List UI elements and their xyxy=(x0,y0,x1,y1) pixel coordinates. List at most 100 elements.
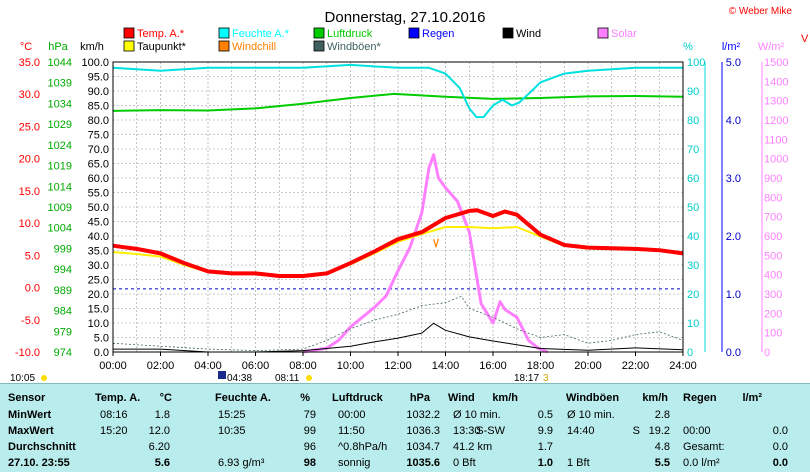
series-temp-a xyxy=(112,208,684,278)
stats-cell: Gesamt: xyxy=(683,441,725,453)
series-solar xyxy=(302,153,549,354)
stats-cell: Windböen xyxy=(566,392,620,404)
x-tick-label: 04:00 xyxy=(194,360,222,372)
legend-label: Luftdruck xyxy=(327,28,373,40)
legend-label: Wind xyxy=(516,28,541,40)
stats-cell: sonnig xyxy=(338,457,371,469)
humidity-tick-label: 40 xyxy=(687,231,699,243)
wind-tick-label: 15.0 xyxy=(88,304,109,316)
stats-cell: 1032.2 xyxy=(406,409,440,421)
stats-cell: % xyxy=(300,392,310,404)
wind-tick-label: 20.0 xyxy=(88,289,109,301)
stats-cell: 00:00 xyxy=(683,425,711,437)
temp-unit-label: °C xyxy=(20,41,32,53)
wind-tick-label: 100.0 xyxy=(81,57,109,69)
wind-tick-label: 65.0 xyxy=(88,159,109,171)
moon-icon xyxy=(218,371,226,379)
temp-tick-label: 5.0 xyxy=(25,250,40,262)
grid xyxy=(113,61,683,353)
x-tick-label: 18:00 xyxy=(527,360,555,372)
rain-tick-label: 3.0 xyxy=(726,173,741,185)
humidity-tick-label: 60 xyxy=(687,173,699,185)
axis-unit-labels: °C hPa km/h % l/m² W/m² xyxy=(20,41,785,53)
stats-cell: ^0.8hPa/h xyxy=(338,441,388,453)
temp-tick-label: 30.0 xyxy=(19,89,40,101)
x-tick-label: 12:00 xyxy=(384,360,412,372)
stats-cell: 1.8 xyxy=(154,409,170,421)
legend: Temp. A.* Feuchte A.* Luftdruck Regen Wind So… xyxy=(123,27,809,53)
legend-swatch xyxy=(218,27,230,39)
pressure-tick-label: 1034 xyxy=(48,98,72,110)
solar-unit-label: W/m² xyxy=(758,41,785,53)
stats-cell: 1.7 xyxy=(537,441,553,453)
wind-tick-label: 25.0 xyxy=(88,275,109,287)
stats-cell: 41.2 km xyxy=(453,441,493,453)
stats-row: MinWert 08:16 1.8 15:25 79 00:00 1032.2 Ø 10 mi… xyxy=(0,407,810,424)
sunset-label: 18:17 xyxy=(514,373,539,383)
legend-label: Taupunkt* xyxy=(137,41,187,53)
stats-cell: Durchschnitt xyxy=(8,441,76,453)
solar-tick-label: 800 xyxy=(764,192,782,204)
legend-swatch xyxy=(218,40,230,52)
chart-title: Donnerstag, 27.10.2016 xyxy=(325,9,486,26)
pressure-tick-label: 1009 xyxy=(48,202,72,214)
solar-tick-label: 100 xyxy=(764,328,782,340)
humidity-tick-label: 80 xyxy=(687,115,699,127)
humidity-tick-label: 50 xyxy=(687,202,699,214)
legend-swatch xyxy=(313,27,325,39)
wind-tick-label: 40.0 xyxy=(88,231,109,243)
sun-moon-markers: 10:05 04:38 08:11 18:17 3 xyxy=(10,371,549,383)
stats-cell: 15:25 xyxy=(218,409,246,421)
stats-cell: Luftdruck xyxy=(332,392,383,404)
pressure-tick-label: 984 xyxy=(54,306,72,318)
temp-tick-label: -5.0 xyxy=(21,315,40,327)
solar-tick-label: 500 xyxy=(764,250,782,262)
series xyxy=(112,63,684,354)
rain-unit-label: l/m² xyxy=(722,41,741,53)
stats-cell: MinWert xyxy=(8,409,52,421)
x-tick-label: 00:00 xyxy=(99,360,127,372)
legend-label: Temp. A.* xyxy=(137,28,185,40)
temp-tick-label: -10.0 xyxy=(15,347,40,359)
solar-tick-label: 0 xyxy=(764,347,770,359)
stats-cell: l/m² xyxy=(742,392,762,404)
x-tick-label: 16:00 xyxy=(479,360,507,372)
stats-cell: Ø 10 min. xyxy=(567,409,615,421)
stats-cell: Regen xyxy=(683,392,717,404)
stats-cell: 0.5 xyxy=(537,409,553,421)
pressure-tick-label: 1024 xyxy=(48,140,72,152)
pressure-tick-label: 979 xyxy=(54,326,72,338)
humidity-tick-label: 100 xyxy=(687,57,705,69)
wind-tick-label: 55.0 xyxy=(88,188,109,200)
legend-swatch xyxy=(408,27,420,39)
stats-cell: °C xyxy=(159,392,172,404)
stats-cell: 1035.6 xyxy=(406,457,440,469)
legend-label: Feuchte A.* xyxy=(232,28,290,40)
pressure-tick-label: 1044 xyxy=(48,57,72,69)
moonrise-label: 04:38 xyxy=(227,373,252,383)
stats-cell: 1036.3 xyxy=(406,425,440,437)
humidity-tick-label: 20 xyxy=(687,289,699,301)
pressure-unit-label: hPa xyxy=(48,41,68,53)
series-windb-en xyxy=(112,295,684,352)
stats-cell: 6.20 xyxy=(148,441,170,453)
legend-swatch xyxy=(123,40,135,52)
legend-label: Windchill xyxy=(232,41,276,53)
legend-swatch xyxy=(597,27,609,39)
stats-cell: Sensor xyxy=(8,392,46,404)
stats-cell: 0.0 xyxy=(772,457,788,469)
stats-cell: 4.8 xyxy=(654,441,670,453)
rain-tick-label: 2.0 xyxy=(726,231,741,243)
humidity-tick-label: 10 xyxy=(687,318,699,330)
solar-tick-label: 1100 xyxy=(764,134,788,146)
stats-cell: 11:50 xyxy=(338,425,365,437)
stats-cell: S-SW xyxy=(476,425,505,437)
x-tick-label: 08:00 xyxy=(289,360,317,372)
stats-cell: 0 Bft xyxy=(453,457,476,469)
x-tick-label: 14:00 xyxy=(432,360,460,372)
series-luftdruck xyxy=(112,92,684,112)
wind-tick-label: 10.0 xyxy=(88,318,109,330)
temp-tick-label: 15.0 xyxy=(19,186,40,198)
legend-label-cut: V xyxy=(801,33,809,45)
solar-tick-label: 1000 xyxy=(764,154,788,166)
